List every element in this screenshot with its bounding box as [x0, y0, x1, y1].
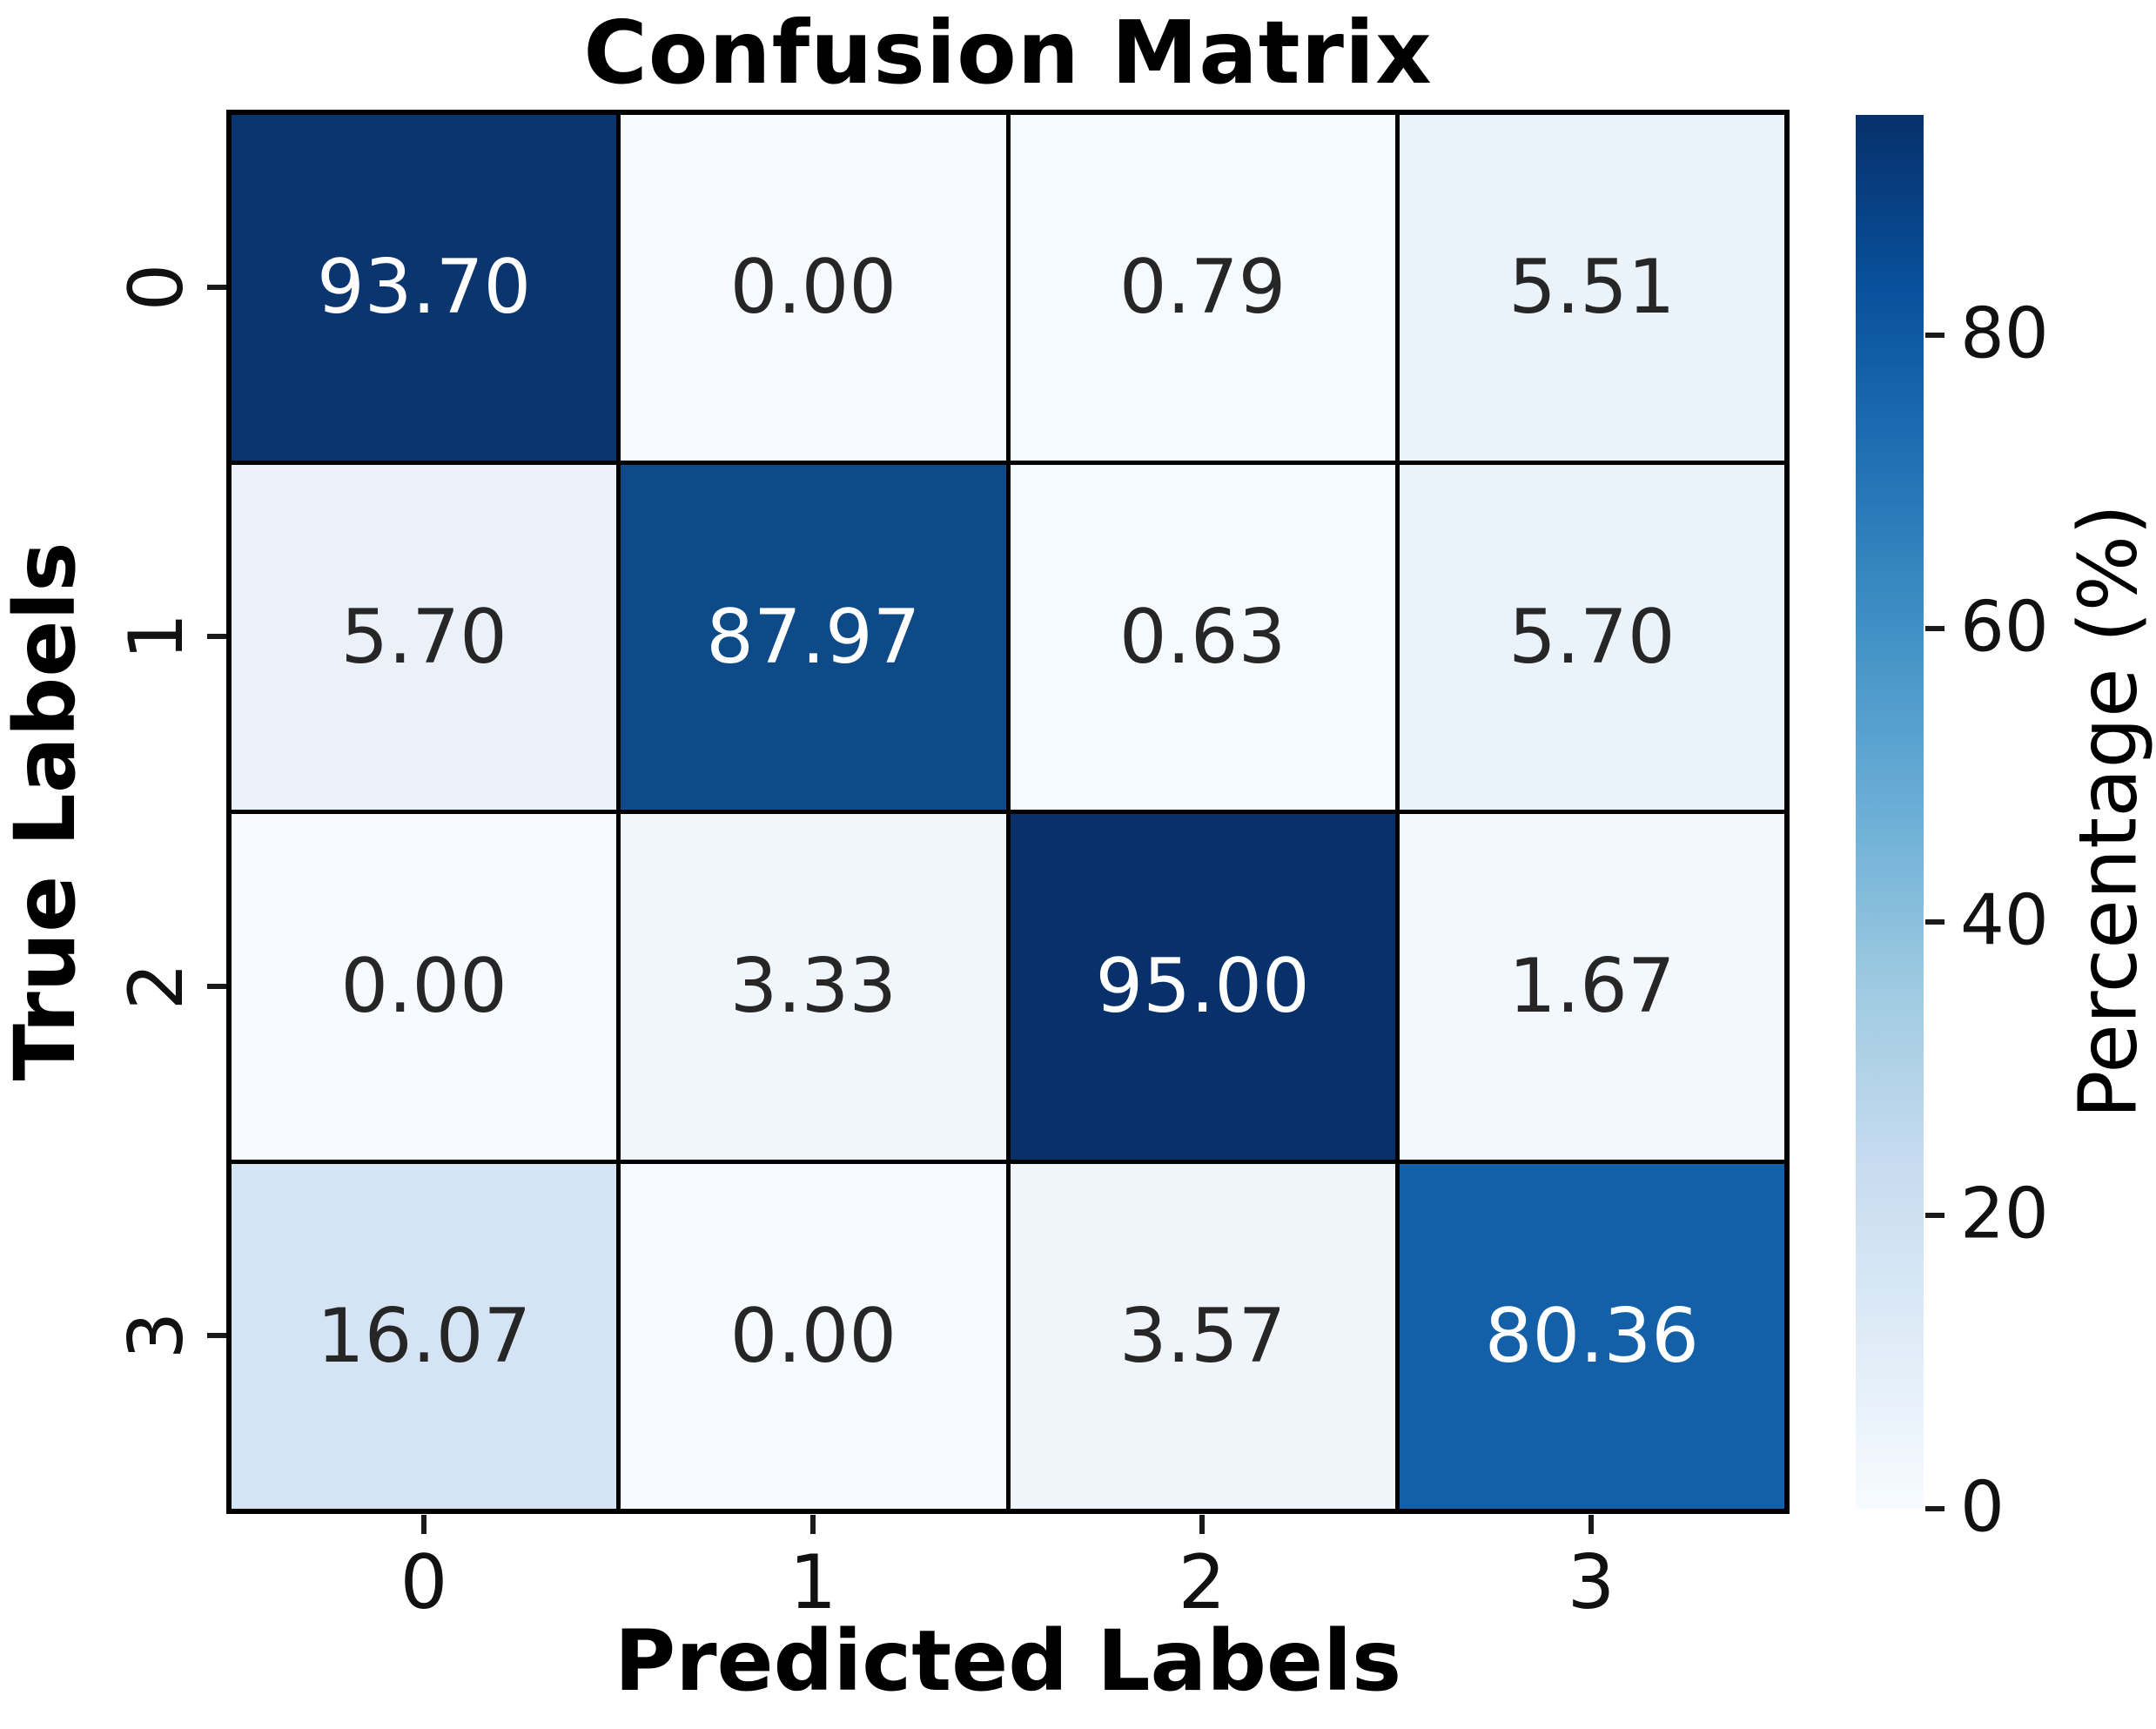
matrix-cell-r0c0: 93.70 — [232, 115, 617, 461]
colorbar-tickmark — [1925, 918, 1944, 925]
colorbar-tick-label: 20 — [1960, 1173, 2049, 1255]
matrix-cell-r3c2: 3.57 — [1010, 1163, 1395, 1509]
y-tick-label: 1 — [113, 612, 200, 661]
y-tickmark — [207, 1333, 226, 1338]
x-tick-label: 1 — [789, 1539, 837, 1626]
matrix-cell-r3c1: 0.00 — [621, 1163, 1006, 1509]
x-tick-label: 3 — [1567, 1539, 1615, 1626]
matrix-cell-r1c2: 0.63 — [1010, 464, 1395, 810]
y-tickmark — [207, 984, 226, 989]
x-tickmark — [810, 1515, 816, 1534]
matrix-cell-r0c3: 5.51 — [1399, 115, 1784, 461]
matrix-cell-r1c1: 87.97 — [621, 464, 1006, 810]
colorbar-tick-label: 0 — [1960, 1466, 2005, 1548]
matrix-cell-r2c3: 1.67 — [1399, 814, 1784, 1160]
colorbar-gradient — [1856, 115, 1924, 1509]
heatmap-grid: 93.70 0.00 0.79 5.51 5.70 87.97 0.63 5.70 0.00 3.… — [226, 110, 1790, 1514]
colorbar-tick-label: 40 — [1960, 879, 2049, 961]
colorbar-tick-label: 80 — [1960, 293, 2049, 374]
colorbar-tick-label: 60 — [1960, 586, 2049, 668]
y-axis-label: True Labels — [0, 542, 94, 1081]
matrix-cell-r2c2: 95.00 — [1010, 814, 1395, 1160]
y-tick-label: 0 — [113, 263, 200, 312]
y-tickmark — [207, 634, 226, 639]
colorbar-tickmark — [1925, 332, 1944, 338]
x-tickmark — [421, 1515, 426, 1534]
y-tick-label: 2 — [113, 962, 200, 1011]
y-tickmark — [207, 285, 226, 290]
y-tick-label: 3 — [113, 1311, 200, 1360]
colorbar-tickmark — [1925, 1506, 1944, 1511]
x-tickmark — [1588, 1515, 1594, 1534]
colorbar-tickmark — [1925, 1212, 1944, 1218]
x-tick-label: 2 — [1178, 1539, 1226, 1626]
matrix-cell-r0c2: 0.79 — [1010, 115, 1395, 461]
x-axis-label: Predicted Labels — [614, 1612, 1402, 1710]
colorbar-tickmark — [1925, 625, 1944, 631]
matrix-cell-r3c3: 80.36 — [1399, 1163, 1784, 1509]
matrix-cell-r1c0: 5.70 — [232, 464, 617, 810]
matrix-cell-r0c1: 0.00 — [621, 115, 1006, 461]
matrix-cell-r3c0: 16.07 — [232, 1163, 617, 1509]
matrix-cell-r2c1: 3.33 — [621, 814, 1006, 1160]
x-tick-label: 0 — [400, 1539, 448, 1626]
chart-title: Confusion Matrix — [583, 2, 1433, 104]
x-tickmark — [1199, 1515, 1205, 1534]
matrix-cell-r2c0: 0.00 — [232, 814, 617, 1160]
matrix-cell-r1c3: 5.70 — [1399, 464, 1784, 810]
colorbar-label: Percentage (%) — [2061, 504, 2155, 1119]
